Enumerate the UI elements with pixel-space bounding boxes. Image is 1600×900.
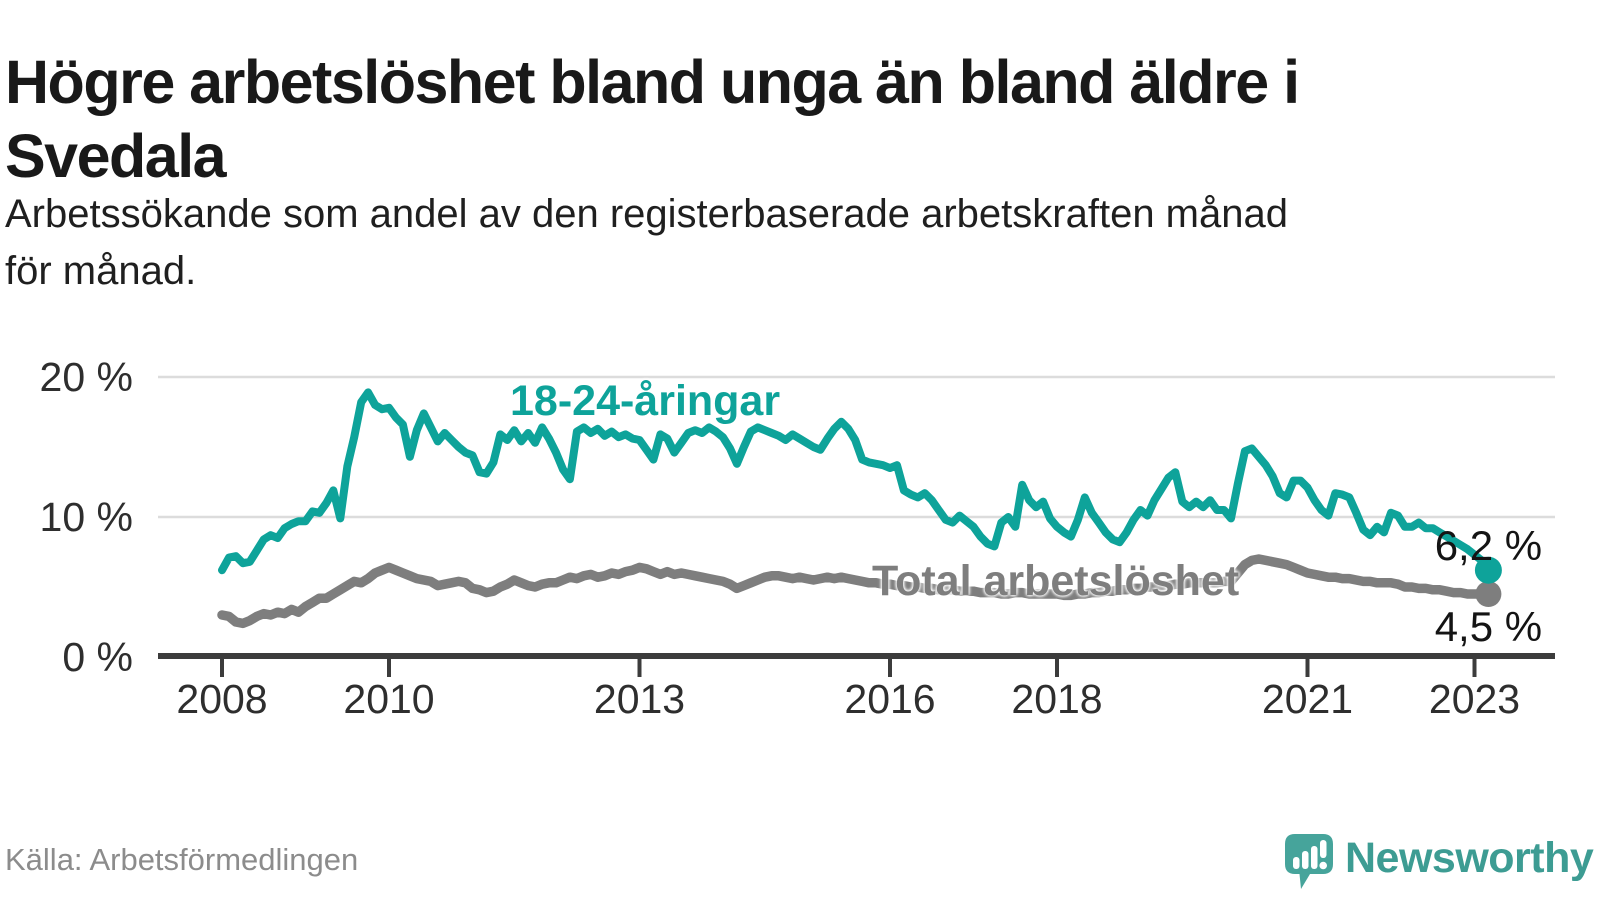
x-tick-label-2008: 2008 [176,676,267,722]
newsworthy-bubble-icon [1285,834,1333,889]
subtitle-line-2: för månad. [5,248,197,293]
end-value-label-young: 6,2 % [1435,522,1542,569]
subtitle-line-1: Arbetssökande som andel av den registerb… [5,192,1288,236]
x-tick-label-2021: 2021 [1262,676,1353,722]
y-tick-label-20: 20 % [40,354,133,400]
y-tick-label-0: 0 % [62,634,133,680]
series-label-total: Total arbetslöshet [872,557,1240,605]
title-line-1: Högre arbetslöshet bland unga än bland ä… [5,47,1300,116]
y-tick-label-10: 10 % [40,494,133,540]
line-young [218,388,1493,575]
newsworthy-logo: Newsworthy [1284,833,1594,891]
chart-subtitle: Arbetssökande som andel av den registerb… [5,186,1575,300]
x-tick-label-2018: 2018 [1011,676,1102,722]
x-tick-label-2013: 2013 [594,676,685,722]
source-credit: Källa: Arbetsförmedlingen [5,842,359,877]
page-title: Högre arbetslöshet bland unga än bland ä… [5,45,1585,194]
newsworthy-wordmark: Newsworthy [1345,833,1594,882]
x-tick-label-2010: 2010 [343,676,434,722]
series-label-young: 18-24-åringar [510,377,781,425]
line-total [217,554,1494,629]
x-tick-label-2016: 2016 [844,676,935,722]
end-value-label-total: 4,5 % [1435,603,1542,650]
title-line-2: Svedala [5,122,227,191]
end-dot-young [1474,556,1502,584]
end-dot-total [1475,581,1502,607]
x-tick-label-2023: 2023 [1429,676,1520,722]
